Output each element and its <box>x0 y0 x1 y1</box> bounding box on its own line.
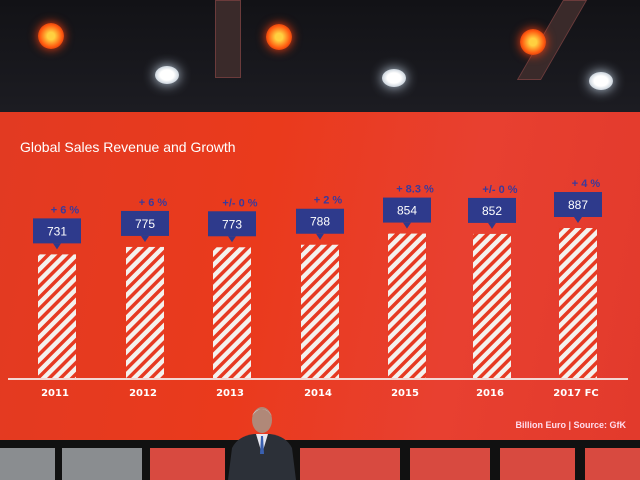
value-label-pointer <box>574 217 582 223</box>
value-label-box <box>383 197 431 223</box>
bar <box>301 244 339 378</box>
truss <box>215 0 241 78</box>
bar <box>38 254 76 378</box>
stage-light-white <box>382 69 406 87</box>
stage-panel <box>500 448 575 480</box>
value-label: 773 <box>222 217 242 231</box>
stage-light-white <box>589 72 613 90</box>
value-label-box <box>208 211 256 237</box>
stage-panel <box>150 448 225 480</box>
value-label: 854 <box>397 204 417 218</box>
stage-ceiling <box>0 0 640 112</box>
growth-label: + 6 % <box>51 204 80 216</box>
x-tick-label: 2017 FC <box>553 388 598 399</box>
stage-light-red <box>266 24 292 50</box>
value-label: 788 <box>310 215 330 229</box>
growth-label: +/- 0 % <box>222 197 257 209</box>
stage-panel <box>300 448 400 480</box>
bar <box>559 228 597 378</box>
chart-title: Global Sales Revenue and Growth <box>20 139 236 155</box>
value-label-box <box>121 210 169 236</box>
value-label: 731 <box>47 224 67 238</box>
x-tick-label: 2014 <box>304 388 332 399</box>
stage-panel <box>585 448 640 480</box>
value-label-pointer <box>228 236 236 243</box>
x-tick-label: 2012 <box>129 388 157 399</box>
x-tick-label: 2011 <box>41 388 69 399</box>
x-tick-label: 2013 <box>216 388 244 399</box>
unit-source-note: Billion Euro | Source: GfK <box>515 420 626 430</box>
value-label-box <box>468 197 516 223</box>
value-label-pointer <box>316 233 324 240</box>
value-label-box <box>296 208 344 234</box>
growth-label: + 4 % <box>572 178 601 190</box>
stage-light-red <box>520 29 546 55</box>
value-label-pointer <box>141 235 149 242</box>
bar <box>213 247 251 378</box>
bar <box>126 246 164 378</box>
stage-panel <box>410 448 490 480</box>
stage-panel <box>62 448 142 480</box>
value-label: 887 <box>568 198 588 212</box>
value-label-box <box>554 192 602 217</box>
growth-label: + 2 % <box>314 195 343 207</box>
x-tick-label: 2015 <box>391 388 419 399</box>
value-label-pointer <box>488 222 496 229</box>
x-axis-line <box>8 378 628 380</box>
value-label: 775 <box>135 217 155 231</box>
growth-label: +/- 0 % <box>482 184 517 196</box>
value-label-pointer <box>53 243 61 250</box>
growth-label: + 6 % <box>139 197 168 209</box>
bar <box>473 233 511 378</box>
stage-light-red <box>38 23 64 49</box>
bar <box>388 233 426 378</box>
value-label: 852 <box>482 204 502 218</box>
value-label-pointer <box>403 222 411 229</box>
x-tick-label: 2016 <box>476 388 504 399</box>
value-label-box <box>33 218 81 244</box>
speaker <box>228 407 296 480</box>
stage-panel <box>0 448 55 480</box>
stage-light-white <box>155 66 179 84</box>
growth-label: + 8.3 % <box>396 184 434 196</box>
